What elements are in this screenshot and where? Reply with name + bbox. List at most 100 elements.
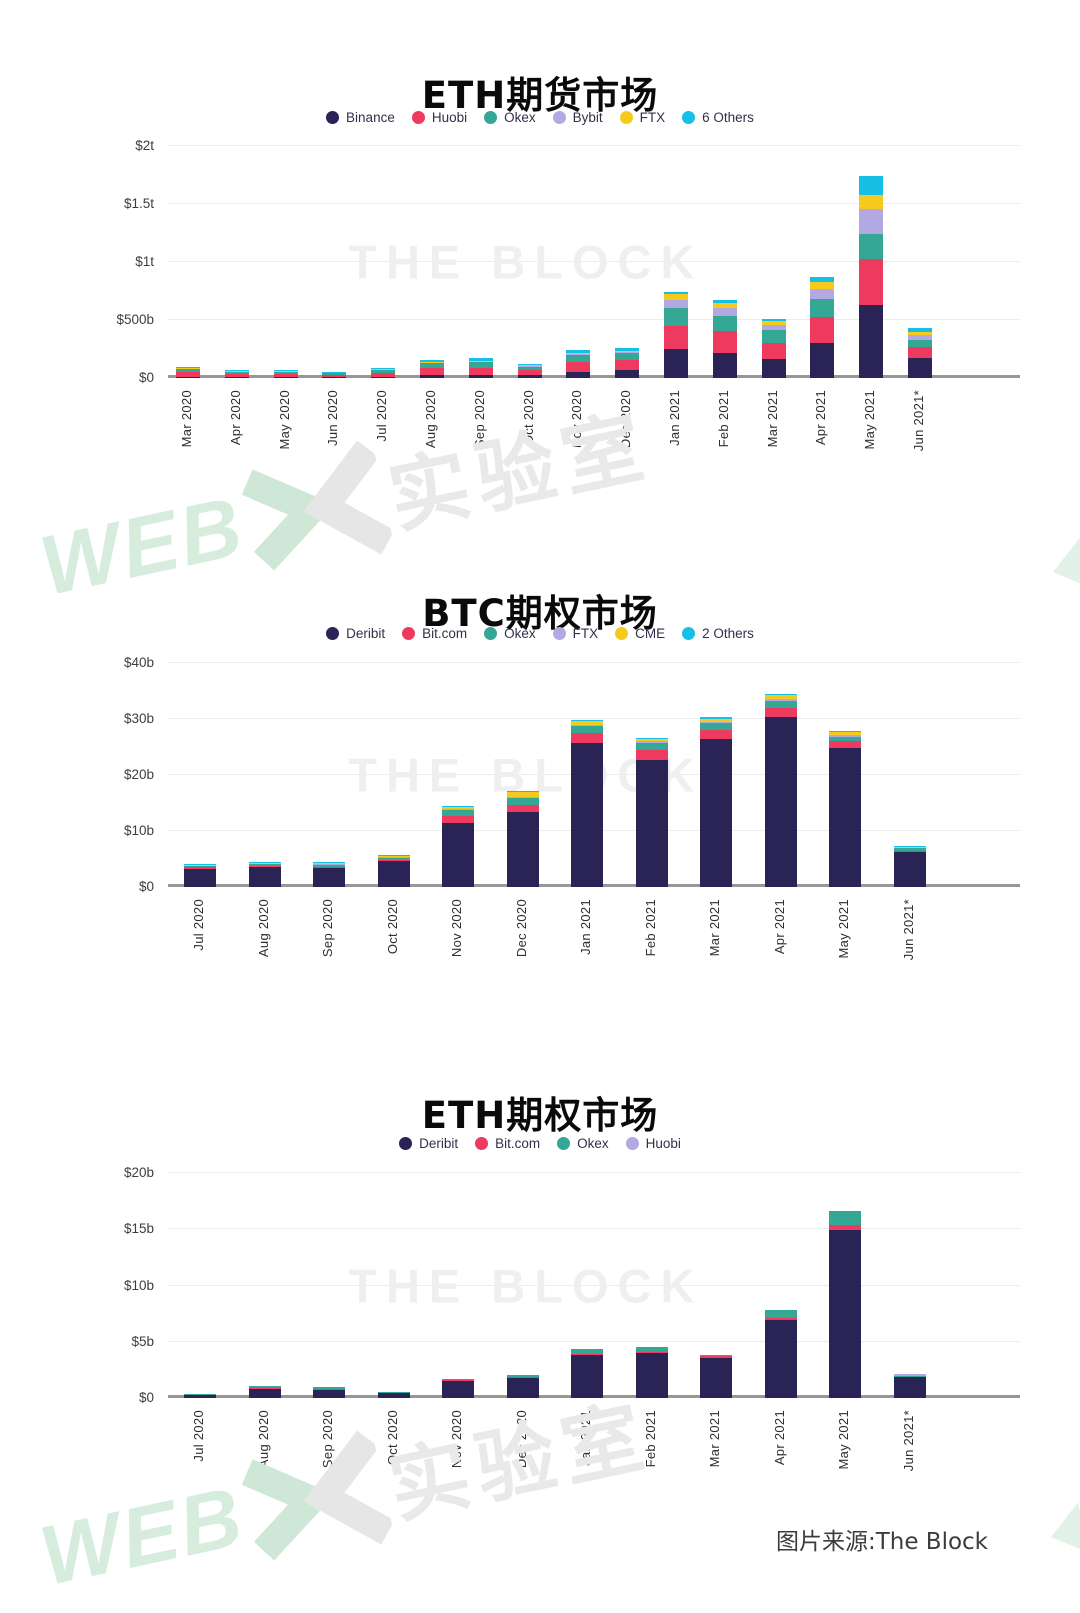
bar-segment-okex (571, 1349, 603, 1354)
y-axis-tick-label: $10b (123, 1277, 154, 1293)
bar-segment-2-others (829, 731, 861, 733)
bar-segment-okex (313, 864, 345, 867)
bar-segment-huobi (859, 258, 884, 305)
legend-dot-okex (484, 111, 498, 124)
bar-may-2021 (829, 663, 861, 887)
bar-segment-deribit (571, 742, 603, 887)
bar-segment-okex (468, 362, 493, 368)
legend-dot-binance (326, 111, 340, 124)
bar-apr-2021 (764, 1173, 797, 1398)
legend-item-6-others: 6 Others (682, 110, 754, 125)
bar-segment-bit-com (829, 741, 861, 749)
x-axis-tick-label: Jan 2021 (667, 390, 682, 446)
bar-segment-ftx (313, 864, 345, 865)
legend: Deribit Bit.com Okex Huobi (0, 1136, 1080, 1151)
bar-segment-okex (566, 354, 591, 362)
webx-lab-watermark: WEB 实验室 (30, 1371, 660, 1613)
bar-segment-okex (829, 1211, 861, 1225)
bar-segment-okex (442, 1378, 474, 1381)
legend-label: Okex (504, 626, 536, 641)
bar-segment-cme (893, 846, 926, 848)
bar-nov-2020 (442, 1173, 474, 1398)
x-axis-tick-label: Jul 2020 (374, 390, 390, 442)
bar-segment-deribit (571, 1354, 603, 1398)
bar-segment-bit-com (635, 749, 668, 760)
legend: Deribit Bit.com Okex FTX CME 2 Others (0, 626, 1080, 641)
x-axis-tick-label: Dec 2020 (513, 1410, 529, 1469)
bar-segment-okex (184, 865, 216, 868)
x-axis-tick-label: Nov 2020 (449, 1410, 464, 1469)
y-axis-tick-label: $0 (138, 1390, 154, 1405)
bar-segment-deribit (184, 1394, 216, 1398)
plot-area: THE BLOCK $20b $15b $10b $5b $0 Jul 2020 Aug 2… (124, 1165, 1020, 1471)
bar-segment-binance (712, 353, 737, 378)
bar-sep-2020 (313, 1173, 345, 1398)
y-axis-tick-label: $5b (131, 1333, 154, 1349)
bar-segment-huobi (761, 342, 786, 359)
bar-segment-binance (566, 371, 591, 378)
bar-may-2021 (859, 146, 884, 378)
bar-segment-bit-com (377, 860, 410, 862)
bar-segment-ftx (761, 321, 786, 326)
x-axis-tick-label: Aug 2020 (255, 899, 271, 958)
bar-oct-2020 (517, 146, 542, 378)
gridline (168, 261, 1020, 262)
legend-item-2-others: 2 Others (682, 626, 754, 641)
bar-nov-2020 (566, 146, 591, 378)
bar-segment-binance (273, 377, 298, 378)
legend-label: Bit.com (422, 626, 468, 641)
legend-item-ftx: FTX (552, 626, 598, 641)
legend-item-deribit: Deribit (399, 1136, 458, 1151)
legend-item-deribit: Deribit (326, 626, 385, 641)
x-axis-tick-label: Mar 2020 (179, 390, 194, 448)
bar-segment-deribit (635, 1353, 668, 1398)
legend-item-huobi: Huobi (625, 1136, 681, 1151)
bar-segment-bybit (712, 308, 737, 316)
legend-item-ftx: FTX (619, 110, 666, 125)
bar-segment-okex (810, 298, 835, 317)
x-axis-tick-label: Mar 2021 (707, 1410, 722, 1468)
x-axis-tick-label: Nov 2020 (449, 899, 464, 958)
legend-dot-huobi (625, 1137, 639, 1150)
x-axis-tick-label: Mar 2021 (764, 390, 780, 448)
y-axis-tick-label: $0 (138, 370, 154, 385)
bar-segment-huobi (810, 316, 835, 344)
gridline (168, 1228, 1020, 1230)
legend-dot-6-others (682, 111, 696, 124)
bar-segment-2-others (700, 717, 732, 719)
x-axis-tick-label: Feb 2021 (642, 1410, 658, 1468)
legend-item-bit-com: Bit.com (475, 1136, 540, 1151)
bar-segment-2-others (313, 861, 345, 863)
x-axis-tick-label: Oct 2020 (520, 390, 536, 446)
x-axis-tick-label: Sep 2020 (320, 899, 335, 958)
bar-segment-ftx (442, 809, 474, 811)
bar-segment-ftx (908, 331, 932, 336)
bar-segment-bit-com (829, 1224, 861, 1231)
bar-jan-2021 (571, 1173, 603, 1398)
bar-oct-2020 (377, 663, 410, 887)
bar-segment-6-others (566, 350, 591, 353)
bar-segment-huobi (664, 325, 688, 349)
bar-segment-deribit (184, 868, 216, 887)
legend-label: FTX (639, 110, 666, 125)
bar-segment-6-others (615, 347, 640, 351)
bar-segment-huobi (176, 372, 200, 378)
bar-segment-huobi (566, 361, 591, 372)
bar-segment-bybit (468, 361, 493, 363)
bar-segment-bit-com (893, 850, 926, 853)
bar-segment-deribit (377, 861, 410, 887)
bar-segment-cme (248, 862, 281, 864)
gridline (168, 1172, 1020, 1173)
bar-segment-6-others (859, 176, 884, 195)
bar-segment-cme (571, 721, 603, 725)
bar-segment-ftx (566, 352, 591, 354)
bar-mar-2021 (761, 146, 786, 378)
bar-segment-bit-com (764, 707, 797, 717)
legend-item-okex: Okex (557, 1136, 609, 1151)
bar-segment-bybit (615, 351, 640, 354)
bar-segment-bit-com (700, 1356, 732, 1358)
bar-segment-bybit (420, 362, 444, 363)
bar-aug-2020 (420, 146, 444, 378)
bar-segment-bit-com (635, 1352, 668, 1353)
bar-segment-2-others (377, 854, 410, 856)
